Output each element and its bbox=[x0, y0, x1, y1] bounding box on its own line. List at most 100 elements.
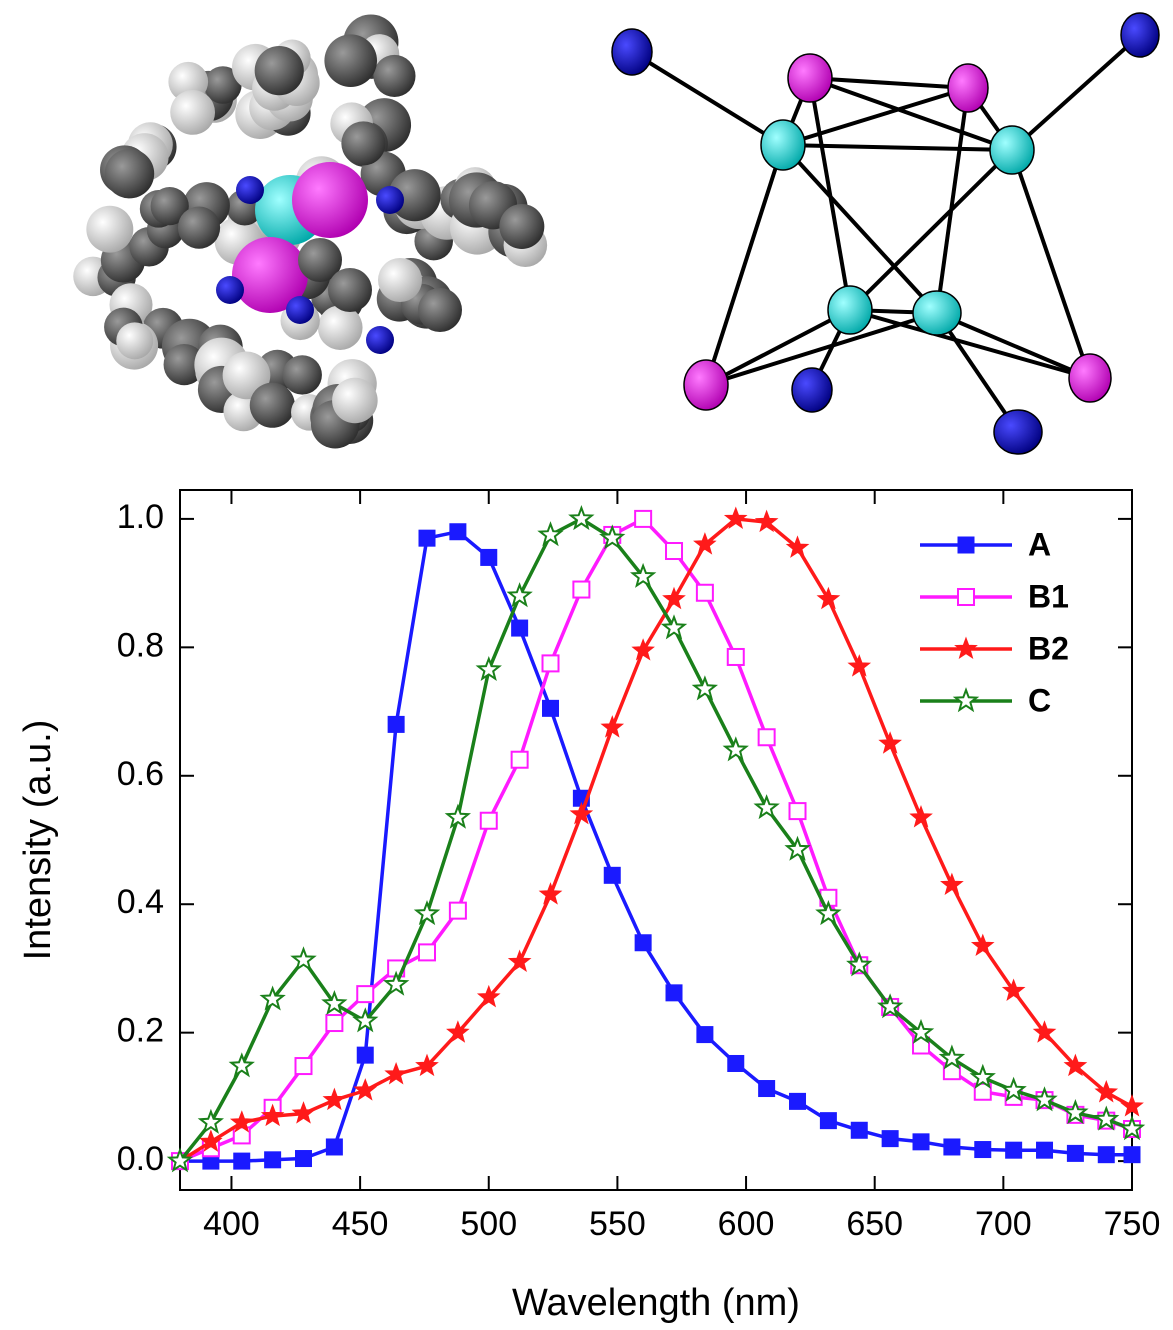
marker bbox=[573, 582, 589, 598]
series-line bbox=[180, 519, 1132, 1161]
y-tick-label: 0.0 bbox=[117, 1140, 164, 1178]
atom bbox=[116, 322, 153, 359]
marker bbox=[512, 752, 528, 768]
marker bbox=[944, 1139, 960, 1155]
x-tick-label: 650 bbox=[846, 1205, 903, 1243]
marker bbox=[481, 549, 497, 565]
marker bbox=[357, 986, 373, 1002]
marker bbox=[419, 530, 435, 546]
legend-marker bbox=[956, 638, 977, 658]
x-tick-label: 750 bbox=[1104, 1205, 1161, 1243]
marker bbox=[790, 1093, 806, 1109]
series bbox=[170, 508, 1143, 1170]
marker bbox=[540, 884, 561, 904]
marker bbox=[604, 867, 620, 883]
atom bbox=[250, 383, 295, 428]
atom bbox=[332, 378, 378, 424]
marker bbox=[419, 944, 435, 960]
marker bbox=[790, 803, 806, 819]
marker bbox=[1124, 1147, 1140, 1163]
y-tick-label: 0.2 bbox=[117, 1012, 164, 1050]
marker bbox=[296, 1151, 312, 1167]
marker bbox=[882, 1131, 898, 1147]
marker bbox=[1067, 1145, 1083, 1161]
marker bbox=[666, 985, 682, 1001]
series-line bbox=[180, 519, 1132, 1161]
atom bbox=[236, 176, 264, 204]
marker bbox=[326, 1015, 342, 1031]
marker bbox=[972, 935, 993, 955]
x-tick-label: 500 bbox=[460, 1205, 517, 1243]
atom bbox=[324, 34, 377, 87]
atom bbox=[378, 258, 422, 302]
marker bbox=[324, 1089, 345, 1109]
marker bbox=[293, 1103, 314, 1123]
x-tick-label: 600 bbox=[718, 1205, 775, 1243]
figure: Wavelength (nm) Intensity (a.u.) 4004505… bbox=[0, 0, 1173, 1330]
y-tick-label: 0.8 bbox=[117, 626, 164, 664]
marker bbox=[602, 717, 623, 737]
legend-label: B2 bbox=[1028, 630, 1069, 666]
marker bbox=[975, 1142, 991, 1158]
marker bbox=[296, 1058, 312, 1074]
marker bbox=[447, 807, 468, 827]
x-tick-label: 450 bbox=[332, 1205, 389, 1243]
legend-marker bbox=[958, 537, 974, 553]
legend-label: A bbox=[1028, 526, 1051, 562]
atom bbox=[499, 204, 544, 249]
marker bbox=[725, 739, 746, 759]
marker bbox=[1006, 1142, 1022, 1158]
series bbox=[172, 524, 1140, 1169]
marker bbox=[450, 524, 466, 540]
marker bbox=[386, 1063, 407, 1083]
marker bbox=[635, 935, 651, 951]
marker bbox=[941, 874, 962, 894]
marker bbox=[911, 807, 932, 827]
marker bbox=[357, 1047, 373, 1063]
atom bbox=[86, 206, 133, 253]
marker bbox=[664, 617, 685, 637]
y-tick-label: 0.6 bbox=[117, 755, 164, 793]
page: Wavelength (nm) Intensity (a.u.) 4004505… bbox=[0, 0, 1173, 1330]
atom bbox=[178, 206, 220, 248]
marker bbox=[417, 903, 438, 923]
atom bbox=[216, 276, 244, 304]
atom bbox=[418, 288, 462, 332]
marker bbox=[728, 649, 744, 665]
marker bbox=[633, 640, 654, 660]
marker bbox=[481, 813, 497, 829]
marker bbox=[543, 700, 559, 716]
marker bbox=[697, 1027, 713, 1043]
marker bbox=[326, 1139, 342, 1155]
marker bbox=[759, 729, 775, 745]
marker bbox=[666, 543, 682, 559]
atom bbox=[328, 268, 372, 312]
marker bbox=[880, 733, 901, 753]
series bbox=[170, 508, 1143, 1170]
marker bbox=[234, 1153, 250, 1169]
atom bbox=[286, 296, 314, 324]
x-axis-label: Wavelength (nm) bbox=[512, 1282, 800, 1324]
y-axis-label: Intensity (a.u.) bbox=[17, 720, 59, 961]
marker bbox=[818, 588, 839, 608]
marker bbox=[820, 1113, 836, 1129]
marker bbox=[664, 588, 685, 608]
atom bbox=[318, 305, 363, 350]
marker bbox=[509, 585, 530, 605]
marker bbox=[231, 1055, 252, 1075]
space-filling-model bbox=[73, 15, 547, 449]
legend-marker bbox=[958, 589, 974, 605]
marker bbox=[265, 1152, 281, 1168]
series bbox=[172, 511, 1140, 1169]
marker bbox=[1037, 1142, 1053, 1158]
marker bbox=[694, 678, 715, 698]
marker bbox=[851, 1122, 867, 1138]
atom bbox=[373, 55, 415, 97]
marker bbox=[512, 620, 528, 636]
legend-marker bbox=[956, 690, 977, 710]
atom bbox=[341, 121, 385, 165]
marker bbox=[759, 1081, 775, 1097]
marker bbox=[540, 524, 561, 544]
marker bbox=[450, 903, 466, 919]
atom bbox=[376, 186, 404, 214]
